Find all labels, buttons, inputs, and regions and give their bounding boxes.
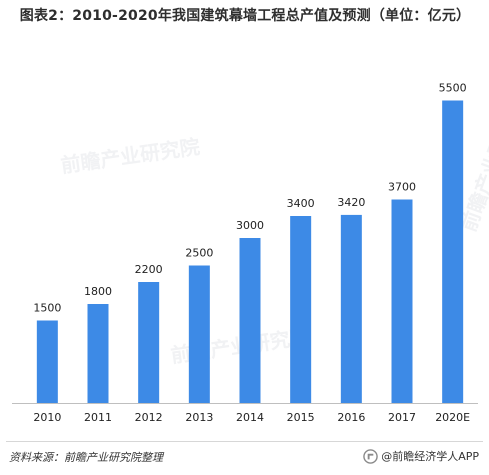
x-tick-2014: 2014 <box>236 411 264 424</box>
bar-2014 <box>239 238 261 403</box>
bar-2016 <box>340 214 362 403</box>
brand-text: @前瞻经济学人APP <box>381 450 479 463</box>
brand-logo-icon <box>363 448 378 464</box>
chart-title: 图表2：2010-2020年我国建筑幕墙工程总产值及预测（单位：亿元） <box>19 8 471 24</box>
x-tick-2010: 2010 <box>33 411 61 424</box>
bar-2020E <box>442 100 464 403</box>
bar-2010 <box>36 320 58 403</box>
value-label-2011: 1800 <box>84 285 112 298</box>
x-tick-2013: 2013 <box>185 411 213 424</box>
brand-credit: @前瞻经济学人APP <box>363 448 479 464</box>
value-label-2015: 3400 <box>287 197 315 210</box>
value-label-2020E: 5500 <box>439 82 467 95</box>
x-tick-2016: 2016 <box>337 411 365 424</box>
value-label-2014: 3000 <box>236 219 264 232</box>
x-tick-2017: 2017 <box>388 411 416 424</box>
bar-2017 <box>391 199 413 403</box>
bar-2013 <box>188 265 210 403</box>
value-label-2010: 1500 <box>33 302 61 315</box>
x-tick-2020E: 2020E <box>435 411 470 424</box>
value-label-2013: 2500 <box>185 247 213 260</box>
value-label-2012: 2200 <box>135 263 163 276</box>
x-tick-2012: 2012 <box>135 411 163 424</box>
bar-2015 <box>290 216 312 403</box>
value-label-2017: 3700 <box>388 181 416 194</box>
footer-divider <box>6 441 483 442</box>
bar-2012 <box>138 282 160 403</box>
x-tick-2011: 2011 <box>84 411 112 424</box>
source-note: 资料来源：前瞻产业研究院整理 <box>9 451 163 464</box>
x-tick-2015: 2015 <box>287 411 315 424</box>
value-label-2016: 3420 <box>337 196 365 209</box>
bar-2011 <box>87 304 109 403</box>
